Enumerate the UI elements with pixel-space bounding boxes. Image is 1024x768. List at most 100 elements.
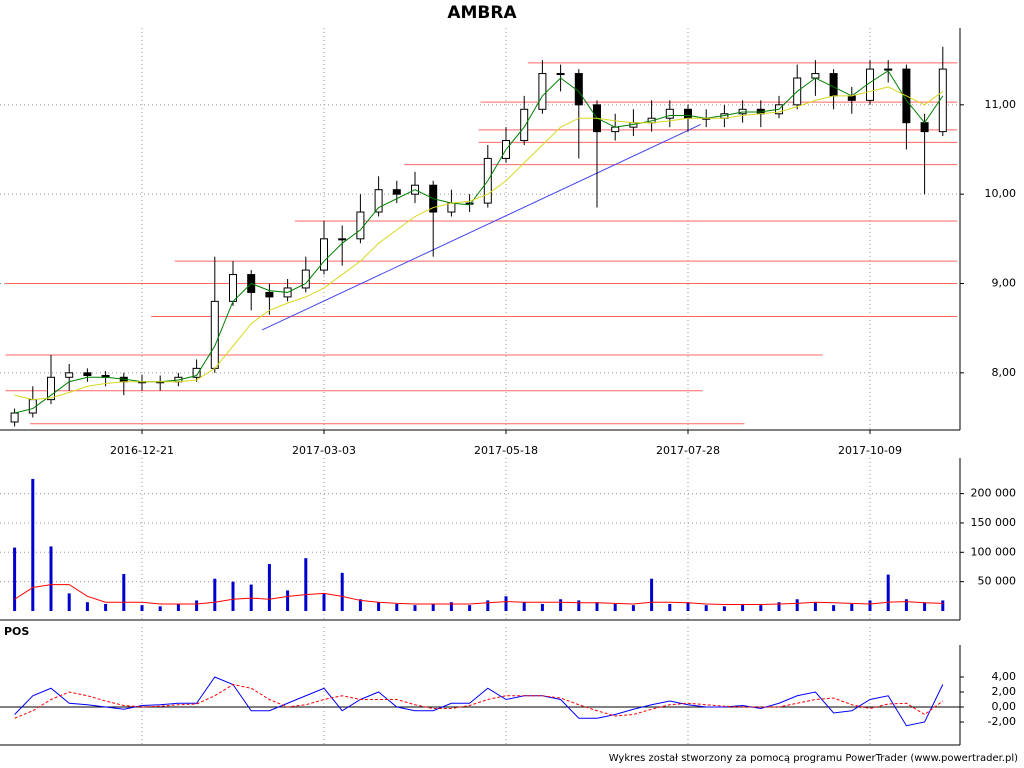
volume-bar [759,605,763,611]
indicator-title: POS [4,625,29,638]
volume-bar [304,558,308,611]
volume-bar [722,606,726,611]
volume-bar [577,600,581,611]
y-tick-label: 10,00 [985,187,1017,200]
y-tick-label: 11,00 [985,98,1017,111]
volume-bar [559,599,563,611]
volume-bar [613,603,617,611]
volume-bar [31,478,35,611]
volume-average [14,584,943,606]
candle-body [538,73,547,110]
candle-body [884,68,893,71]
volume-bar [140,605,144,611]
volume-bar [449,602,453,611]
volume-bar [340,572,344,611]
volume-bar [813,602,817,611]
candle-body [447,202,456,213]
candle-body [192,367,201,378]
volume-bar [850,603,854,611]
volume-bar [413,605,417,611]
candle-body [338,238,347,241]
candle-body [374,189,383,213]
volume-bar [522,602,526,611]
candle-body [465,202,474,205]
y-tick-label: 150 000 [971,516,1017,529]
volume-bar [631,605,635,611]
candle-body [65,372,74,378]
volume-bar [832,605,836,611]
volume-bar [904,599,908,611]
candle-body [611,126,620,133]
volume-bar [158,606,162,611]
candle-body [811,73,820,79]
footer: Wykres został stworzony za pomocą progra… [609,753,1018,764]
candle-body [847,95,856,101]
volume-bar [777,602,781,611]
candle-body [920,122,929,133]
volume-bar [49,546,53,611]
volume-bar [486,600,490,611]
candle-body [684,108,692,119]
candle-body [829,73,838,97]
y-tick-label: -2,00 [988,715,1016,728]
volume-bar [122,574,126,611]
candle-body [301,269,310,289]
moving-average [14,70,944,414]
volume-bar [267,564,271,611]
trend-line [261,124,701,331]
volume-bar [595,602,599,611]
x-tick-label: 2017-10-09 [838,444,902,457]
volume-bar [868,600,872,611]
volume-bar [231,581,235,611]
candle-body [229,274,237,302]
x-tick-label: 2017-07-28 [656,444,720,457]
chart-title: AMBRA [447,3,517,23]
x-tick-label: 2017-05-18 [474,444,538,457]
volume-bar [704,605,708,611]
y-tick-label: 100 000 [971,545,1017,558]
y-tick-label: 4,00 [992,670,1017,683]
y-tick-label: 2,00 [992,685,1017,698]
volume-bar [923,602,927,611]
volume-bar [195,600,199,611]
volume-bar [395,603,399,611]
candle-body [210,300,219,369]
y-tick-label: 200 000 [971,487,1017,500]
candle-body [665,108,674,119]
volume-bar [13,547,17,611]
volume-bar [104,603,108,611]
volume-bar [668,603,672,611]
indicator-line [14,676,944,727]
y-tick-label: 50 000 [978,575,1017,588]
candle-body [556,73,565,76]
y-tick-label: 0,00 [992,700,1017,713]
x-tick-label: 2017-03-03 [292,444,356,457]
volume-bar [504,596,508,611]
volume-bar [431,603,435,611]
volume-bar [741,603,745,611]
volume-bar [377,602,381,611]
indicator-line [14,683,944,719]
volume-bar [886,574,890,611]
y-tick-label: 8,00 [992,366,1017,379]
candle-body [265,291,274,298]
volume-bar [176,603,180,611]
volume-bar [85,602,89,611]
candle-body [10,412,19,423]
candle-body [83,372,92,377]
volume-bar [650,578,654,611]
volume-bar [67,593,71,611]
volume-bar [213,578,217,611]
volume-bar [358,599,362,611]
x-tick-label: 2016-12-21 [110,444,174,457]
candle-body [392,189,401,195]
volume-bar [322,593,326,611]
candle-body [47,376,55,401]
candle-body [320,238,328,271]
volume-bar [540,603,544,611]
volume-bar [686,602,690,611]
y-tick-label: 9,00 [992,276,1017,289]
candle-body [356,211,365,240]
volume-bar [286,590,290,611]
